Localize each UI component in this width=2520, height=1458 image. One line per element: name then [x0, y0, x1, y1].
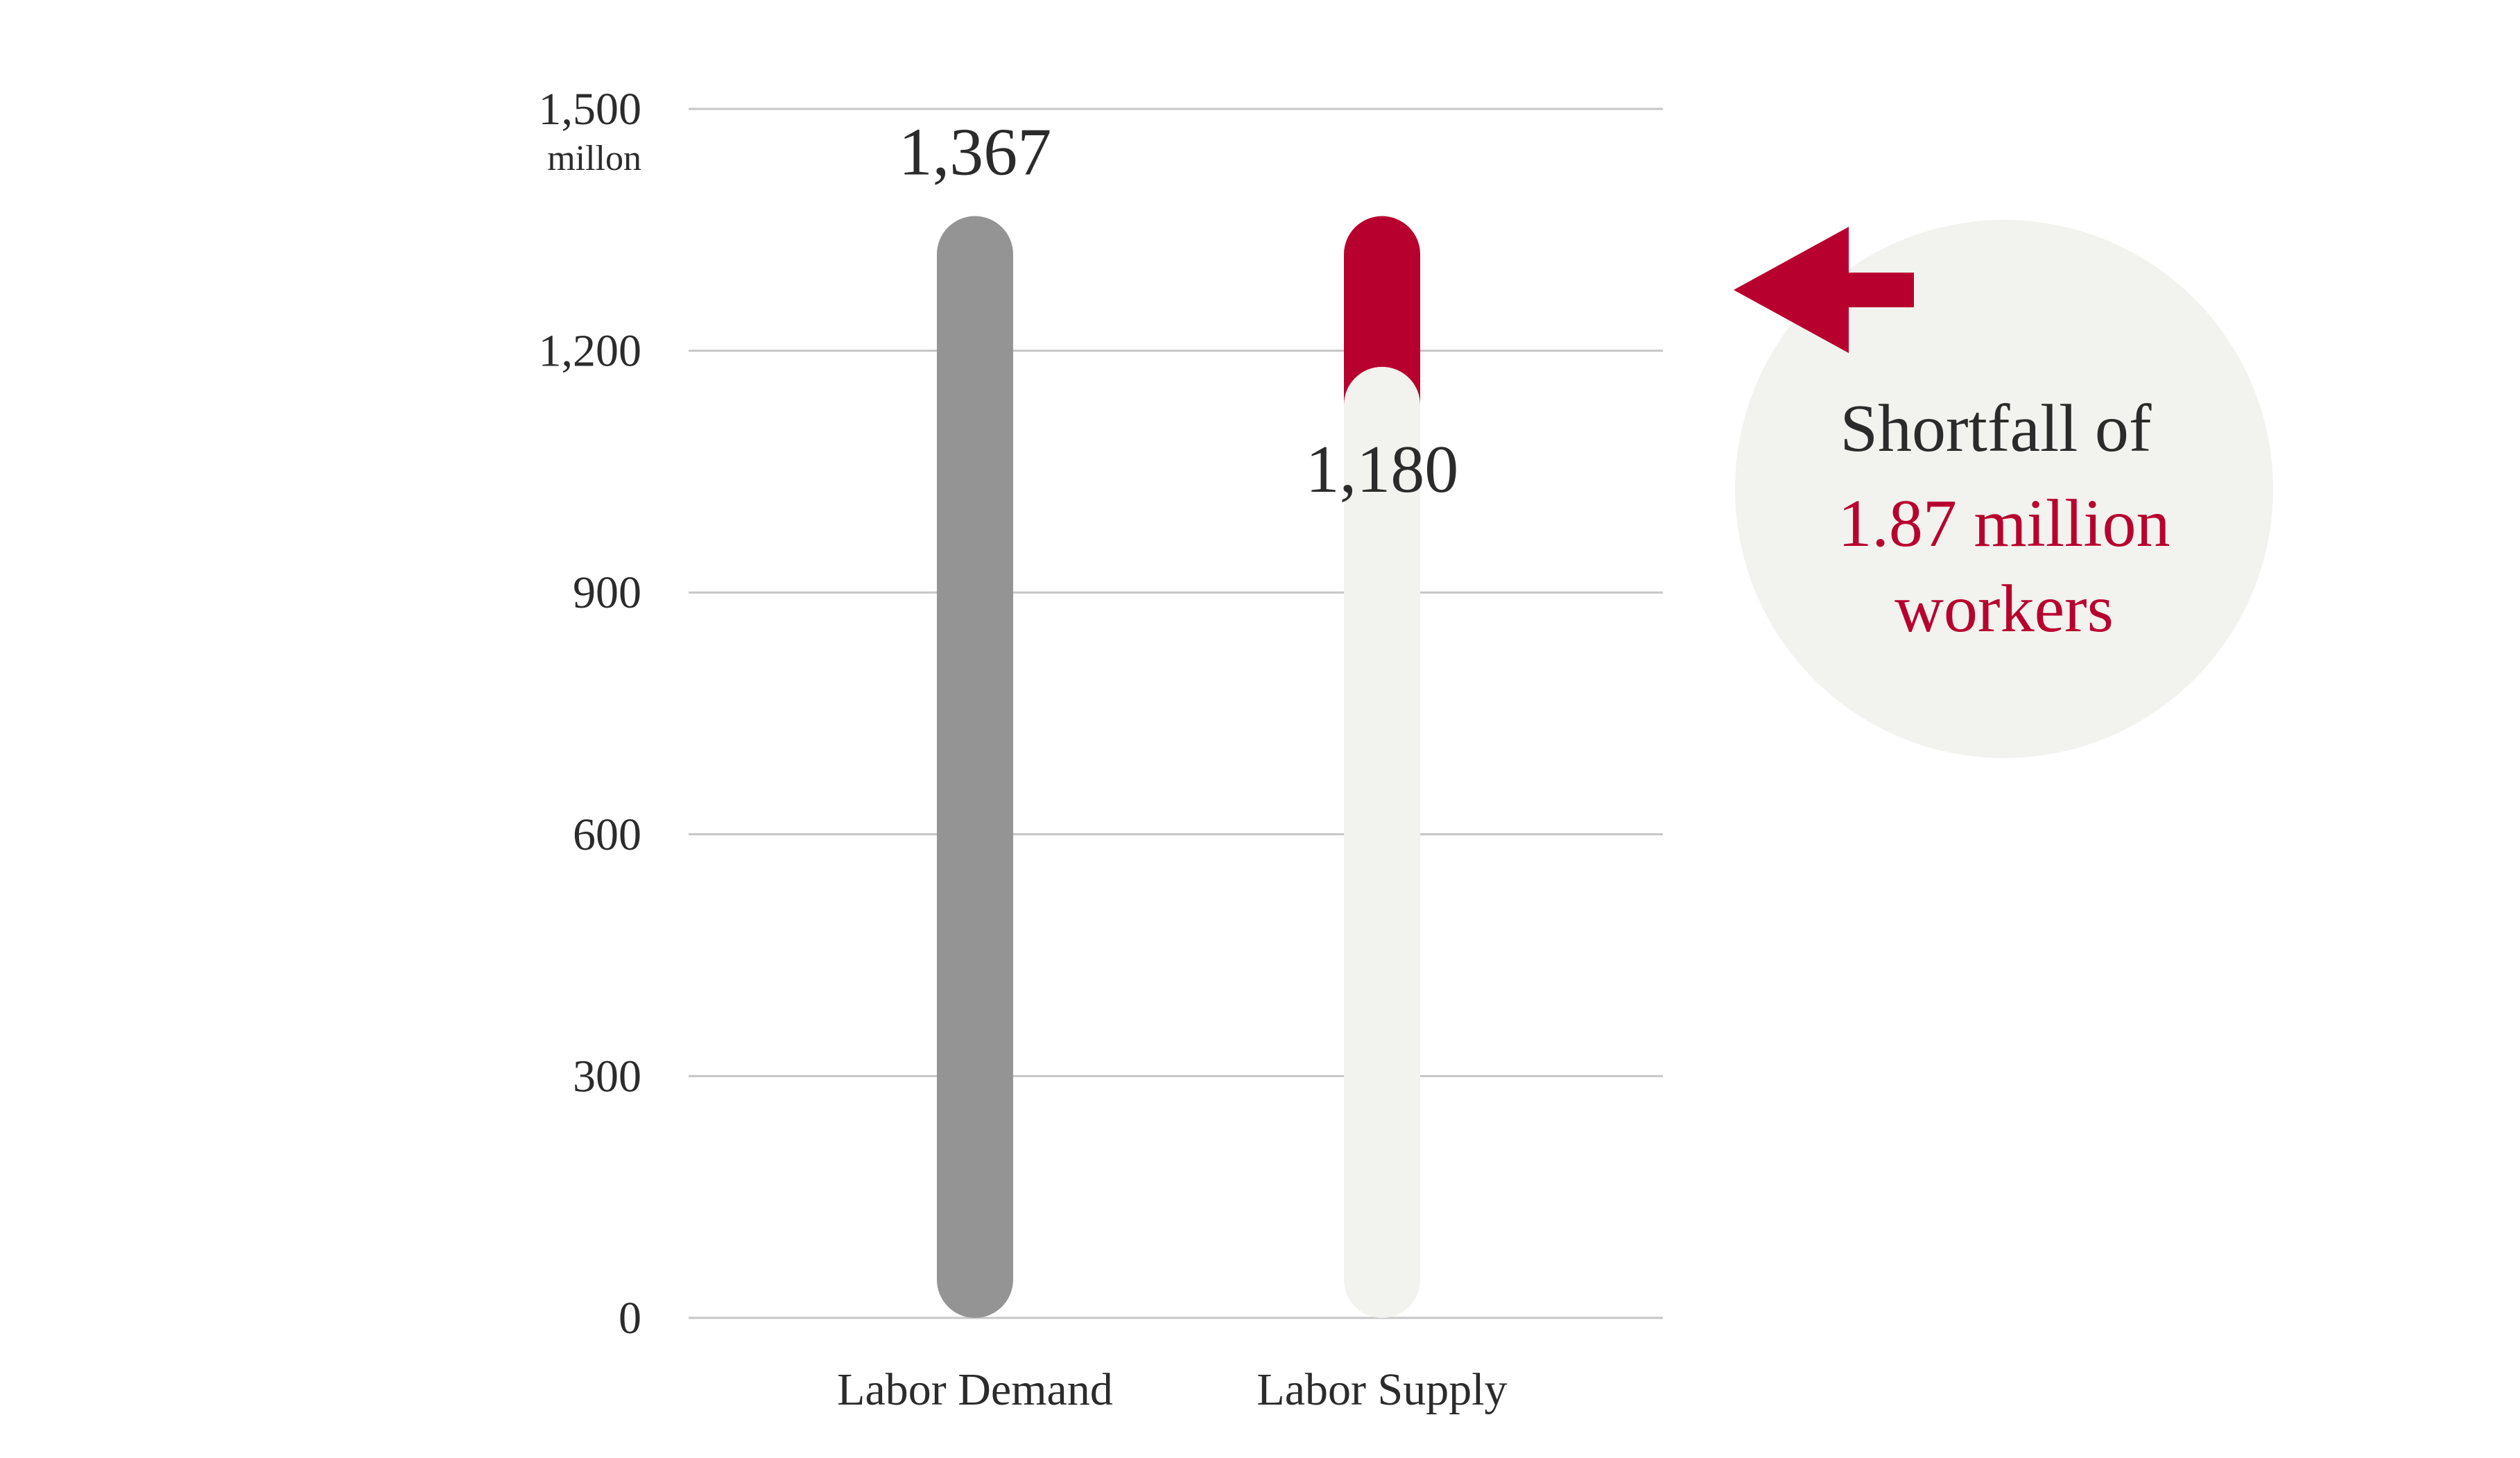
x-category-label: Labor Supply — [1257, 1364, 1507, 1415]
y-tick-label: 1,500 — [539, 84, 642, 135]
data-label-labor-supply: 1,180 — [1306, 432, 1459, 507]
y-axis-ticks: 0 300 600 900 1,200 1,500 — [539, 84, 642, 1344]
data-label-labor-demand: 1,367 — [899, 115, 1052, 190]
y-tick-label: 300 — [573, 1051, 641, 1101]
left-arrow-icon — [1734, 227, 1914, 353]
x-category-label: Labor Demand — [837, 1364, 1113, 1415]
y-tick-label: 0 — [619, 1293, 641, 1344]
bars: 1,367 1,180 — [899, 115, 1459, 1318]
y-axis-unit-label: millon — [547, 139, 641, 178]
y-tick-label: 1,200 — [539, 326, 642, 377]
callout-line-1: Shortfall of — [1840, 391, 2151, 466]
grid-lines — [689, 108, 1663, 1319]
x-axis-labels: Labor Demand Labor Supply — [837, 1364, 1507, 1415]
callout-circle — [1735, 220, 2273, 758]
y-tick-label: 900 — [573, 567, 641, 618]
callout-line-2: 1.87 million — [1838, 486, 2170, 561]
callout-line-3: workers — [1895, 572, 2114, 646]
bar-labor-supply — [1344, 366, 1420, 1318]
bar-labor-demand — [937, 216, 1013, 1318]
y-tick-label: 600 — [573, 809, 641, 860]
